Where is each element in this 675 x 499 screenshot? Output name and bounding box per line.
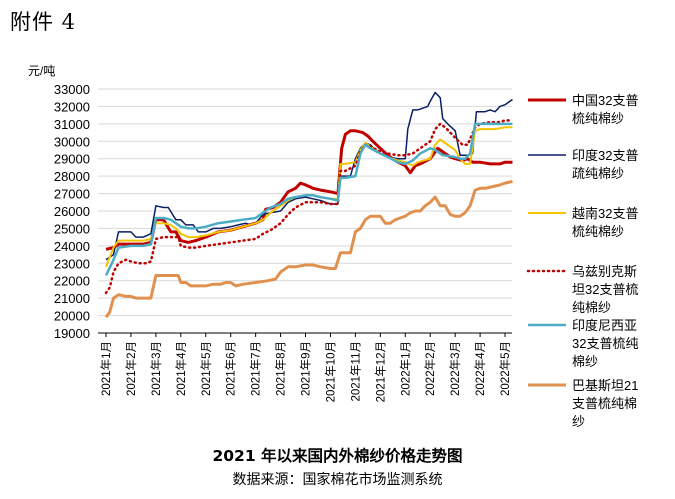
x-tick-label: 2021年8月	[274, 341, 288, 396]
x-tick-label: 2021年12月	[373, 341, 387, 402]
x-tick-label: 2021年4月	[174, 341, 188, 396]
y-tick-label: 32000	[54, 99, 90, 114]
x-tick-label: 2022年2月	[423, 341, 437, 396]
x-tick-label: 2022年3月	[448, 341, 462, 396]
series-line-6	[104, 179, 513, 319]
chart-caption-source: 数据来源：国家棉花市场监测系统	[232, 472, 443, 488]
axes: 19000 20000 21000 22000 23000 24000 25000 26000…	[54, 82, 512, 402]
line-chart: 19000 20000 21000 22000 23000 24000 25000 26000…	[28, 64, 638, 429]
x-tick-label: 2021年5月	[199, 341, 213, 396]
attachment-label: 附件 4	[10, 10, 77, 34]
series-line-4	[104, 119, 514, 295]
y-tick-label: 28000	[54, 169, 90, 184]
legend-label-3: 越南32支普梳纯棉纱	[572, 206, 638, 239]
x-tick-label: 2021年6月	[224, 341, 238, 396]
x-tick-label: 2021年10月	[323, 341, 337, 402]
legend-label-5: 印度尼西亚 32支普梳纯棉纱	[572, 318, 638, 369]
legend-label-4: 乌兹别克斯坦32支普梳纯棉纱	[572, 264, 638, 315]
x-tick-label: 2022年4月	[473, 341, 487, 396]
y-tick-label: 22000	[54, 274, 90, 289]
y-tick-label: 29000	[54, 152, 90, 167]
legend-label-1: 中国32支普梳纯棉纱	[572, 93, 638, 126]
legend-label-2: 印度32支普疏纯棉纱	[572, 148, 638, 181]
x-tick-label: 2022年1月	[398, 341, 412, 396]
series-line-5	[104, 122, 513, 277]
y-tick-label: 23000	[54, 256, 90, 271]
series-lines	[104, 91, 514, 319]
x-tick-label: 2021年7月	[249, 341, 263, 396]
y-tick-label: 20000	[54, 309, 90, 324]
x-tick-label: 2021年3月	[149, 341, 163, 396]
x-tick-label: 2021年2月	[124, 341, 138, 396]
y-tick-label: 27000	[54, 187, 90, 202]
y-tick-label: 21000	[54, 291, 90, 306]
y-tick-label: 31000	[54, 117, 90, 132]
legend: 中国32支普梳纯棉纱印度32支普疏纯棉纱越南32支普梳纯棉纱乌兹别克斯坦32支普…	[526, 93, 638, 429]
chart-caption-title: 2021 年以来国内外棉纱价格走势图	[212, 447, 463, 465]
legend-label-6: 巴基斯坦21 支普梳纯棉纱	[572, 378, 638, 429]
y-tick-label: 19000	[54, 326, 90, 341]
y-tick-label: 30000	[54, 134, 90, 149]
y-tick-label: 26000	[54, 204, 90, 219]
y-tick-label: 33000	[54, 82, 90, 97]
x-tick-label: 2021年1月	[99, 341, 113, 396]
y-tick-label: 24000	[54, 239, 90, 254]
x-tick-label: 2021年9月	[299, 341, 313, 396]
gridlines	[98, 88, 512, 334]
y-tick-label: 25000	[54, 221, 90, 236]
y-axis-label: 元/吨	[28, 64, 55, 78]
x-tick-label: 2022年5月	[498, 341, 512, 396]
x-tick-label: 2021年11月	[348, 341, 362, 402]
